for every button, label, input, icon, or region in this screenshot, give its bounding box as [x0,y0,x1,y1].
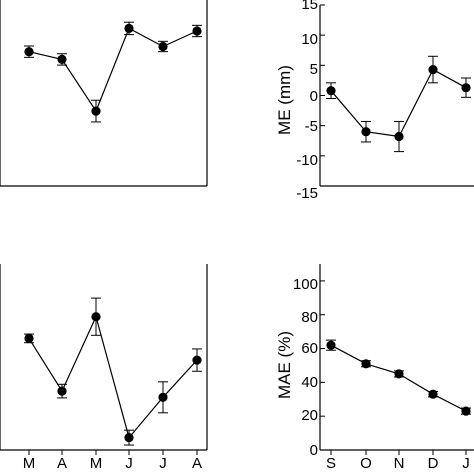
data-point [361,127,371,137]
top-right-ytick-label: 10 [301,31,318,48]
data-point [158,41,168,52]
bottom-right-ytick-label: 80 [301,309,318,326]
top-right-ytick-label: 15 [301,0,318,13]
panel-bottom-left: M A M J J A [0,264,208,472]
bottom-right-xtick-label: N [394,455,405,472]
data-point [24,333,34,343]
data-point [361,359,371,369]
top-left-series [24,21,202,123]
data-point [461,406,471,416]
bottom-left-xtick-label: A [192,455,202,472]
data-point [394,131,404,142]
data-point [57,386,67,396]
bottom-left-xtick-label: A [57,455,67,472]
data-point [428,65,438,75]
bottom-left-xtick-label: J [125,455,133,472]
data-point [192,355,202,365]
bottom-right-y-axis-label: MAE (%) [275,331,294,399]
data-point [394,369,404,379]
panel-top-left [0,0,208,187]
data-point [124,433,134,443]
bottom-left-xtick-label: M [90,455,103,472]
bottom-left-xtick-label: M [23,455,36,472]
bottom-right-series [320,280,471,455]
bottom-right-ytick-label: 0 [310,442,318,459]
bottom-left-xtick-label: J [159,455,167,472]
bottom-right-xtick-label: O [360,455,372,472]
data-point [24,47,34,57]
data-point [57,54,67,64]
bottom-left-series [24,297,202,455]
bottom-right-ytick-label: 40 [301,374,318,391]
bottom-right-xtick-label: D [428,455,439,472]
bottom-right-xtick-label: S [326,455,336,472]
top-right-ytick-label: -10 [296,152,318,169]
data-point [428,389,438,399]
bottom-right-xtick-label: J [462,455,470,472]
bottom-right-ytick-label: 100 [293,276,318,293]
data-point [91,106,101,116]
top-right-ytick-label: 5 [310,61,318,78]
data-point [158,392,168,402]
data-point [326,86,336,96]
top-right-y-axis-label: ME (mm) [275,65,294,135]
bottom-right-ytick-label: 20 [301,407,318,424]
data-point [192,26,202,36]
top-right-ytick-label: -5 [305,118,318,135]
data-point [326,340,336,350]
top-right-ytick-label: 0 [310,88,318,105]
data-point [124,23,134,33]
bottom-right-ytick-label: 60 [301,340,318,357]
panel-top-right: 15 10 5 0 -5 -10 -15 ME (mm) [275,0,474,202]
series-line [28,27,198,113]
top-right-series [320,4,471,187]
panel-bottom-right: 100 80 60 40 20 0 S O N D J MAE (%) [275,264,474,472]
series-line [28,314,198,439]
top-right-ytick-label: -15 [296,185,318,202]
data-point [461,83,471,93]
data-point [91,312,101,322]
